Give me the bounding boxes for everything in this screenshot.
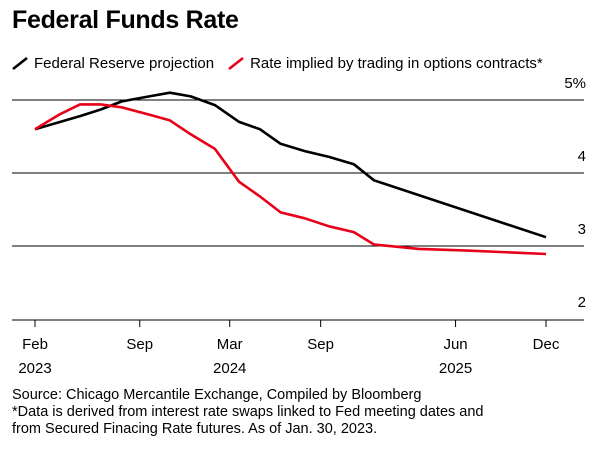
chart-footer: Source: Chicago Mercantile Exchange, Com…: [12, 387, 607, 438]
x-tick-label-3: Sep: [307, 336, 334, 353]
legend-label-fed-projection: Federal Reserve projection: [34, 54, 215, 72]
series-line-options-implied: [34, 103, 547, 256]
y-tick-label-3: 3: [578, 221, 586, 238]
line-chart: 5% 4 3 2 Feb 2023 Sep Mar 2024 Sep Jun 2025 Dec: [12, 75, 586, 377]
y-tick-label-4: 4: [578, 148, 586, 165]
y-tick-label-2: 2: [578, 294, 586, 311]
x-tick-year-2: 2024: [213, 360, 246, 377]
x-tick-label-4: Jun: [443, 336, 467, 353]
x-tick-year-4: 2025: [439, 360, 472, 377]
x-tick-label-0: Feb: [22, 336, 48, 353]
legend-label-options-implied: Rate implied by trading in options contr…: [250, 54, 543, 72]
x-tick-label-1: Sep: [126, 336, 153, 353]
legend-swatch-fed-projection: [12, 56, 28, 70]
x-tick-label-5: Dec: [533, 336, 560, 353]
y-tick-label-5: 5%: [564, 75, 586, 92]
footnote-line-2: from Secured Finacing Rate futures. As o…: [12, 421, 378, 437]
footnote-line-1: *Data is derived from interest rate swap…: [12, 404, 484, 420]
chart-title: Federal Funds Rate: [12, 6, 239, 34]
source-note: Source: Chicago Mercantile Exchange, Com…: [12, 387, 422, 403]
legend-item-options-implied: Rate implied by trading in options contr…: [228, 55, 543, 72]
legend-swatch-options-implied: [228, 56, 244, 70]
x-tick-year-0: 2023: [18, 360, 51, 377]
legend: Federal Reserve projection Rate implied …: [12, 52, 557, 74]
legend-item-fed-projection: Federal Reserve projection: [12, 55, 214, 72]
x-tick-label-2: Mar: [217, 336, 243, 353]
